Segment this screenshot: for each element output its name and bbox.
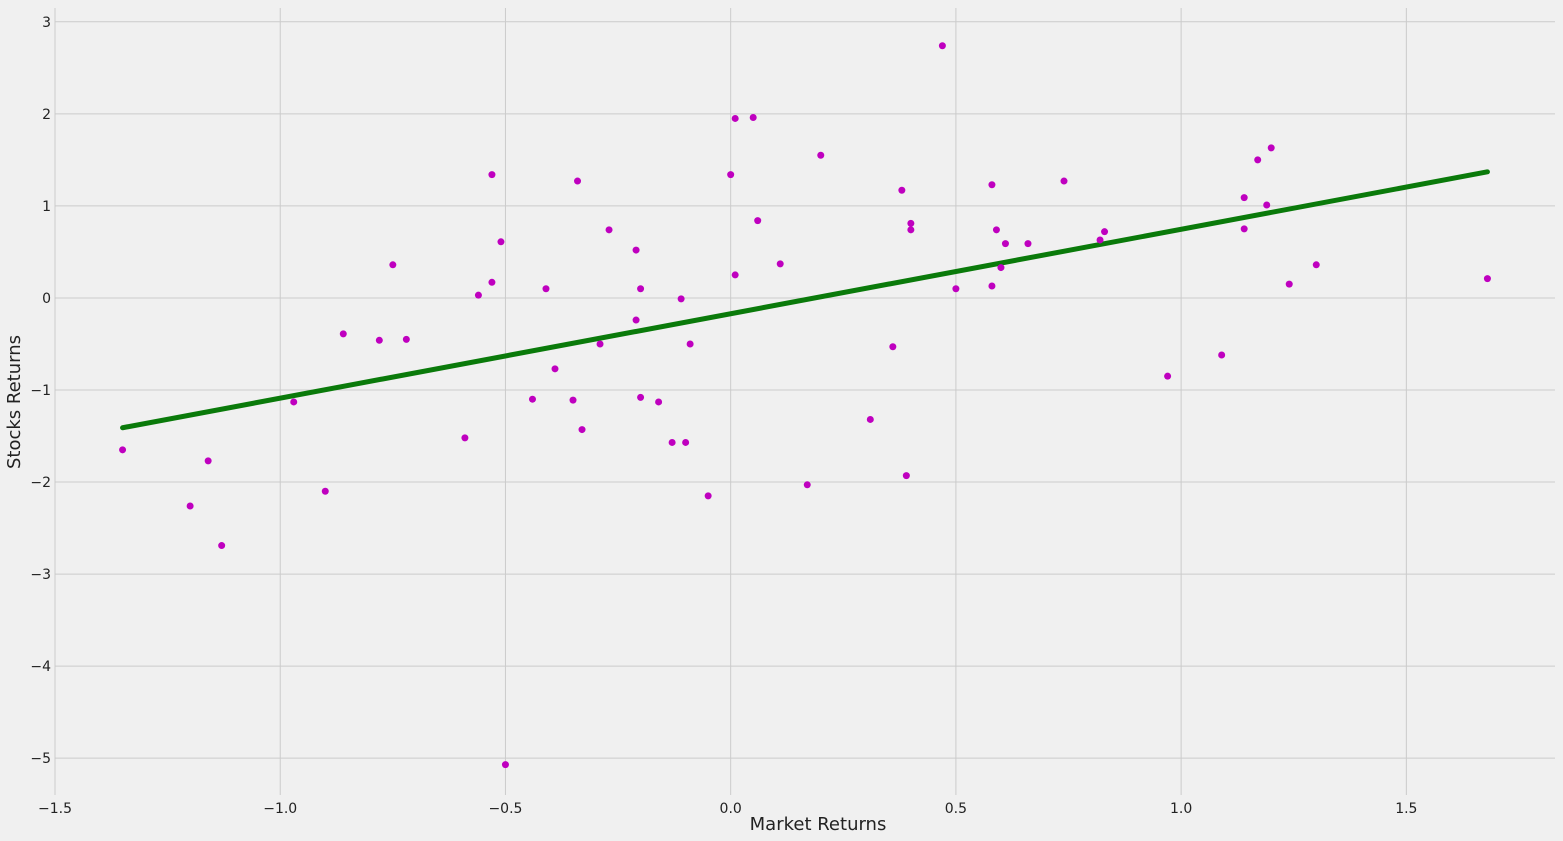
data-point: [321, 487, 329, 495]
y-axis-label: Stocks Returns: [4, 335, 25, 469]
x-tick-labels: −1.5 −1.0 −0.5 0.0 0.5 1.0 1.5: [38, 801, 1417, 817]
data-point: [1483, 275, 1491, 283]
data-point: [686, 340, 694, 348]
y-tick-label: 2: [42, 107, 51, 123]
data-point: [578, 426, 586, 434]
data-point: [501, 761, 509, 769]
data-point: [1254, 156, 1262, 164]
y-tick-label: −3: [30, 567, 51, 583]
data-point: [1312, 261, 1320, 269]
data-point: [1060, 177, 1068, 185]
data-point: [569, 396, 577, 404]
data-point: [889, 343, 897, 351]
data-point: [488, 278, 496, 286]
data-point: [655, 398, 663, 406]
x-tick-label: 1.5: [1395, 801, 1417, 817]
data-point: [898, 186, 906, 194]
data-point: [461, 434, 469, 442]
y-tick-label: −1: [30, 383, 51, 399]
data-point: [938, 42, 946, 50]
data-point: [1263, 201, 1271, 209]
data-point: [375, 336, 383, 344]
y-tick-label: −2: [30, 475, 51, 491]
data-point: [1096, 236, 1104, 244]
x-tick-label: 1.0: [1170, 801, 1192, 817]
data-point: [290, 398, 298, 406]
data-point: [474, 291, 482, 299]
data-point: [997, 264, 1005, 272]
data-point: [186, 502, 194, 510]
y-tick-label: −5: [30, 751, 51, 767]
data-point: [907, 219, 915, 227]
data-point: [119, 446, 127, 454]
data-points: [119, 42, 1491, 769]
y-tick-labels: −5 −4 −3 −2 −1 0 1 2 3: [30, 15, 51, 767]
x-tick-label: −1.5: [38, 801, 72, 817]
x-tick-label: −1.0: [263, 801, 297, 817]
data-point: [817, 151, 825, 159]
data-point: [952, 285, 960, 293]
y-tick-label: 1: [42, 199, 51, 215]
x-tick-label: 0.5: [945, 801, 967, 817]
data-point: [668, 438, 676, 446]
data-point: [574, 177, 582, 185]
data-point: [637, 285, 645, 293]
data-point: [992, 226, 1000, 234]
data-point: [1218, 351, 1226, 359]
data-point: [542, 285, 550, 293]
data-point: [1024, 240, 1032, 248]
data-point: [902, 472, 910, 480]
data-point: [632, 316, 640, 324]
data-point: [497, 238, 505, 246]
data-point: [776, 260, 784, 268]
data-point: [988, 181, 996, 189]
data-point: [637, 393, 645, 401]
data-point: [907, 226, 915, 234]
x-axis-label: Market Returns: [750, 814, 887, 835]
data-point: [402, 335, 410, 343]
data-point: [803, 481, 811, 489]
data-point: [754, 217, 762, 225]
data-point: [488, 171, 496, 179]
x-tick-label: −0.5: [488, 801, 522, 817]
data-point: [988, 282, 996, 290]
data-point: [1240, 225, 1248, 233]
data-point: [605, 226, 613, 234]
data-point: [682, 438, 690, 446]
data-point: [866, 415, 874, 423]
regression-line-group: [120, 169, 1490, 431]
data-point: [1101, 228, 1109, 236]
data-point: [1267, 144, 1275, 152]
data-point: [1164, 372, 1172, 380]
data-point: [596, 340, 604, 348]
data-point: [704, 492, 712, 500]
data-point: [731, 271, 739, 279]
y-tick-label: −4: [30, 659, 51, 675]
data-point: [1001, 240, 1009, 248]
data-point: [1240, 194, 1248, 202]
x-tick-label: 0.0: [720, 801, 742, 817]
data-point: [727, 171, 735, 179]
data-point: [218, 542, 226, 550]
data-point: [528, 395, 536, 403]
data-point: [1285, 280, 1293, 288]
data-point: [731, 114, 739, 122]
data-point: [749, 114, 757, 122]
data-point: [551, 365, 559, 373]
regression-line: [120, 169, 1490, 431]
y-tick-label: 3: [42, 15, 51, 31]
data-point: [204, 457, 212, 465]
data-point: [389, 261, 397, 269]
data-point: [339, 330, 347, 338]
y-tick-label: 0: [42, 291, 51, 307]
data-point: [677, 295, 685, 303]
data-point: [632, 246, 640, 254]
